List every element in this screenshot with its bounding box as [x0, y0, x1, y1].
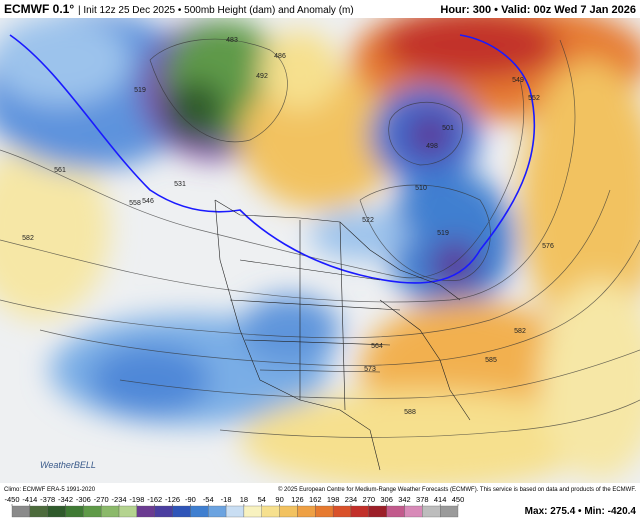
colorbar-segment	[47, 505, 66, 518]
contour-label: 558	[129, 200, 141, 207]
colorbar-segment	[65, 505, 84, 518]
colorbar-segment	[101, 505, 120, 518]
colorbar-segment	[190, 505, 209, 518]
colorbar-segment	[422, 505, 441, 518]
contour-label: 576	[542, 243, 554, 250]
colorbar-segment	[368, 505, 387, 518]
colorbar-segment	[350, 505, 369, 518]
colorbar-tick-label: -342	[58, 495, 73, 504]
colorbar-tick-label: -162	[147, 495, 162, 504]
colorbar-tick-label: -198	[129, 495, 144, 504]
contour-label: 546	[142, 198, 154, 205]
valid-time: Hour: 300 • Valid: 00z Wed 7 Jan 2026	[440, 4, 636, 16]
contour-label: 552	[528, 95, 540, 102]
colorbar-tick-label: -306	[76, 495, 91, 504]
colorbar-segment	[83, 505, 102, 518]
colorbar-segment	[154, 505, 173, 518]
anomaly-field	[0, 18, 640, 483]
colorbar-segment	[297, 505, 316, 518]
logo: WeatherBELL	[40, 460, 96, 470]
colorbar-tick-label: 90	[275, 495, 283, 504]
colorbar-segment	[118, 505, 138, 518]
colorbar-segment	[279, 505, 298, 518]
colorbar-segment	[136, 505, 155, 518]
colorbar-tick-label: -450	[4, 495, 19, 504]
colorbar-segment	[172, 505, 191, 518]
colorbar-tick-label: 126	[291, 495, 304, 504]
colorbar-segment	[404, 505, 423, 518]
colorbar-tick-label: 414	[434, 495, 447, 504]
contour-label: 573	[364, 366, 376, 373]
colorbar-segment	[315, 505, 334, 518]
contour-label: 582	[22, 235, 34, 242]
colorbar-tick-label: 54	[258, 495, 266, 504]
contour-label: 531	[174, 181, 186, 188]
boundaries	[214, 199, 471, 471]
colorbar-tick-label: -90	[185, 495, 196, 504]
colorbar-tick-label: -378	[40, 495, 55, 504]
contour-label: 510	[415, 185, 427, 192]
colorbar-tick-label: -18	[221, 495, 232, 504]
contour-label: 501	[442, 125, 454, 132]
colorbar-tick-label: 198	[327, 495, 340, 504]
colorbar-tick-label: -270	[94, 495, 109, 504]
colorbar-tick-label: -414	[22, 495, 37, 504]
contour-label: 522	[362, 217, 374, 224]
description: | Init 12z 25 Dec 2025 • 500mb Height (d…	[78, 5, 354, 16]
colorbar-tick-label: 234	[345, 495, 358, 504]
colorbar-tick-label: 306	[380, 495, 393, 504]
contour-label: 582	[514, 328, 526, 335]
contour-label: 519	[134, 87, 146, 94]
colorbar-tick-label: 378	[416, 495, 429, 504]
colorbar-tick-label: 342	[398, 495, 411, 504]
colorbar-segment	[332, 505, 352, 518]
colorbar-tick-label: 450	[452, 495, 465, 504]
reference-contour	[9, 34, 536, 284]
colorbar-segment	[440, 505, 459, 518]
copyright: © 2025 European Centre for Medium-Range …	[278, 486, 636, 493]
contour-label: 561	[54, 167, 66, 174]
colorbar: -450 -414 -378 -342 -306 -270 -234 -198 -162 -126…	[4, 495, 465, 518]
model-name: ECMWF 0.1°	[4, 2, 74, 16]
colorbar-segment	[208, 505, 227, 518]
contour-label: 564	[371, 343, 383, 350]
colorbar-segment	[243, 505, 262, 518]
contour-label: 585	[485, 357, 497, 364]
colorbar-tick-label: -234	[112, 495, 127, 504]
contour-label: 498	[426, 143, 438, 150]
contour-label: 483	[226, 37, 238, 44]
colorbar-tick-label: -126	[165, 495, 180, 504]
contour-label: 486	[274, 53, 286, 60]
contour-label: 519	[437, 230, 449, 237]
stats: Max: 275.4 • Min: -420.4	[525, 506, 637, 517]
colorbar-tick-label: 162	[309, 495, 322, 504]
colorbar-segment	[386, 505, 405, 518]
contour-label: 492	[256, 73, 268, 80]
colorbar-segment	[11, 505, 30, 518]
colorbar-tick-label: 18	[240, 495, 248, 504]
height-contours	[0, 38, 640, 438]
contour-label: 588	[404, 409, 416, 416]
contour-label: 549	[512, 77, 524, 84]
colorbar-tick-label: 270	[363, 495, 376, 504]
colorbar-segment	[225, 505, 245, 518]
colorbar-segment	[29, 505, 48, 518]
colorbar-segment	[261, 505, 280, 518]
climo: Climo: ECMWF ERA-5 1991-2020	[4, 487, 96, 493]
colorbar-tick-label: -54	[203, 495, 214, 504]
